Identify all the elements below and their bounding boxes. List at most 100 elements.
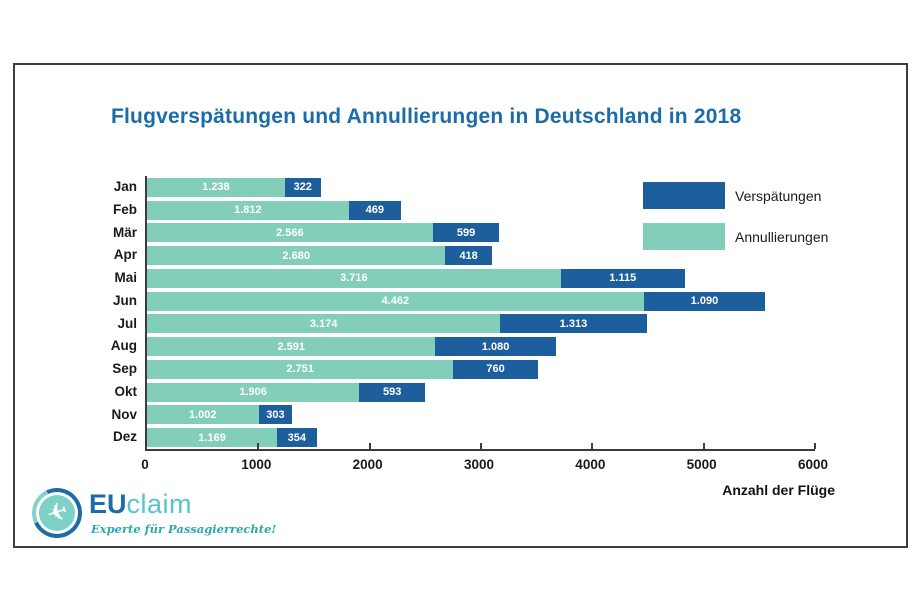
x-axis-tick-label: 2000 [352, 457, 383, 472]
bar-value-label: 322 [293, 181, 312, 194]
logo-tagline: Experte für Passagierrechte! [91, 522, 277, 536]
y-axis-label-apr: Apr [113, 247, 137, 263]
legend-item-verspätungen: Verspätungen [643, 182, 828, 209]
bar-segment-verspätungen: 322 [284, 177, 321, 197]
logo-wordmark: EUclaim [89, 489, 193, 520]
chart-frame: Flugverspätungen und Annullierungen in D… [13, 63, 908, 548]
legend-swatch [643, 223, 725, 250]
bar-segment-annullierungen: 1.169 [147, 428, 278, 448]
bar-value-label: 3.174 [309, 317, 338, 330]
bar-value-label: 593 [383, 386, 402, 399]
bar-segment-verspätungen: 1.080 [435, 337, 556, 357]
y-axis-labels: Jan Feb Mär Apr Mai Jun Jul Aug Sep Okt Nov Dez [73, 176, 137, 449]
x-axis-tick-label: 4000 [575, 457, 606, 472]
bar-value-label: 1.002 [189, 408, 217, 421]
bar-row-jun: 4.462 1.090 [147, 291, 766, 311]
x-axis-tick-label: 6000 [797, 457, 829, 472]
bar-segment-verspätungen: 354 [277, 428, 317, 448]
bar-segment-annullierungen: 3.174 [147, 314, 501, 334]
bar-row-jan: 1.238 322 [147, 177, 321, 197]
x-axis-tick-label: 0 [141, 457, 149, 472]
bar-row-sep: 2.751 760 [147, 359, 538, 379]
x-axis-tick [702, 443, 705, 449]
legend-item-annullierungen: Annullierungen [643, 223, 828, 250]
bar-segment-annullierungen: 1.906 [147, 382, 360, 402]
y-axis-label-aug: Aug [110, 338, 137, 354]
bar-value-label: 1.169 [198, 431, 226, 444]
x-axis-tick-label: 3000 [463, 457, 495, 472]
bar-segment-annullierungen: 1.238 [147, 177, 285, 197]
bar-value-label: 4.462 [381, 295, 410, 308]
bar-value-label: 599 [456, 226, 476, 239]
bar-segment-annullierungen: 2.680 [147, 246, 446, 266]
bar-segment-verspätungen: 303 [258, 405, 293, 425]
bar-value-label: 3.716 [340, 272, 368, 285]
bar-value-label: 2.566 [276, 226, 304, 239]
y-axis-label-sep: Sep [112, 361, 137, 376]
bar-value-label: 1.906 [239, 386, 267, 399]
bar-row-dez: 1.169 354 [147, 428, 317, 448]
x-axis-tick [591, 443, 594, 449]
bar-segment-verspätungen: 418 [445, 246, 492, 266]
bar-row-jul: 3.174 1.313 [147, 314, 647, 334]
bar-value-label: 469 [365, 204, 385, 217]
x-axis-tick [257, 443, 260, 449]
y-axis-label-jun: Jun [112, 292, 137, 308]
bar-value-label: 2.751 [286, 363, 314, 376]
x-axis-tick [480, 443, 482, 449]
x-axis-tick-label: 1000 [241, 457, 272, 472]
logo-ring: ✈ [32, 488, 82, 538]
airplane-icon: ✈ [42, 495, 72, 530]
euclaim-logo: ✈ EUclaim Experte für Passagierrechte! [32, 486, 312, 544]
bar-segment-verspätungen: 469 [348, 200, 401, 220]
bar-row-apr: 2.680 418 [147, 246, 492, 266]
bar-row-mai: 3.716 1.115 [147, 268, 685, 288]
bar-value-label: 418 [459, 249, 478, 262]
chart-title: Flugverspätungen und Annullierungen in D… [111, 105, 742, 128]
bar-value-label: 1.115 [609, 272, 637, 285]
bar-segment-annullierungen: 1.002 [147, 405, 259, 425]
bar-row-feb: 1.812 469 [147, 200, 401, 220]
bar-row-nov: 1.002 303 [147, 405, 293, 425]
y-axis-label-nov: Nov [111, 406, 137, 422]
bar-value-label: 1.812 [234, 204, 262, 217]
x-axis-tick-labels: 0 1000 2000 3000 4000 5000 6000 [141, 457, 828, 475]
bar-value-label: 2.591 [277, 340, 305, 353]
y-axis-label-jan: Jan [113, 179, 137, 194]
bar-segment-annullierungen: 2.566 [147, 223, 433, 243]
logo-wordmark-eu: EU [89, 489, 127, 519]
x-axis-tick-label: 5000 [686, 457, 717, 472]
bar-value-label: 1.238 [202, 181, 230, 194]
legend: Verspätungen Annullierungen [643, 182, 828, 264]
bar-segment-annullierungen: 4.462 [147, 291, 644, 311]
y-axis-label-jul: Jul [117, 315, 137, 331]
bar-value-label: 354 [287, 431, 307, 444]
bar-value-label: 1.080 [481, 340, 510, 353]
bar-segment-annullierungen: 2.591 [147, 337, 436, 357]
bar-segment-annullierungen: 2.751 [147, 359, 454, 379]
y-axis-label-dez: Dez [112, 429, 137, 445]
bar-segment-verspätungen: 1.115 [560, 268, 685, 288]
legend-label: Annullierungen [735, 228, 829, 245]
bar-value-label: 2.680 [282, 249, 310, 262]
x-axis-tick [368, 443, 371, 449]
bar-row-aug: 2.591 1.080 [147, 337, 556, 357]
bar-row-mär: 2.566 599 [147, 223, 500, 243]
bar-row-okt: 1.906 593 [147, 382, 426, 402]
bar-segment-verspätungen: 1.313 [500, 314, 647, 334]
bar-segment-verspätungen: 760 [453, 359, 538, 379]
plot-area: 1.238 322 1.812 469 2.566 599 2.680 418 3.716 1.1… [145, 176, 816, 451]
bar-value-label: 303 [266, 408, 285, 421]
logo-disc: ✈ [39, 495, 75, 531]
logo-wordmark-claim: claim [126, 489, 193, 519]
x-axis-tick [814, 443, 816, 449]
bar-segment-verspätungen: 1.090 [643, 291, 766, 311]
bar-segment-annullierungen: 1.812 [147, 200, 349, 220]
bar-segment-verspätungen: 593 [359, 382, 426, 402]
y-axis-label-feb: Feb [112, 201, 137, 217]
bar-value-label: 760 [486, 363, 505, 376]
x-axis-title: Anzahl der Flüge [722, 482, 835, 498]
bar-value-label: 1.313 [559, 317, 588, 330]
y-axis-label-okt: Okt [114, 383, 137, 399]
bar-value-label: 1.090 [690, 295, 719, 308]
